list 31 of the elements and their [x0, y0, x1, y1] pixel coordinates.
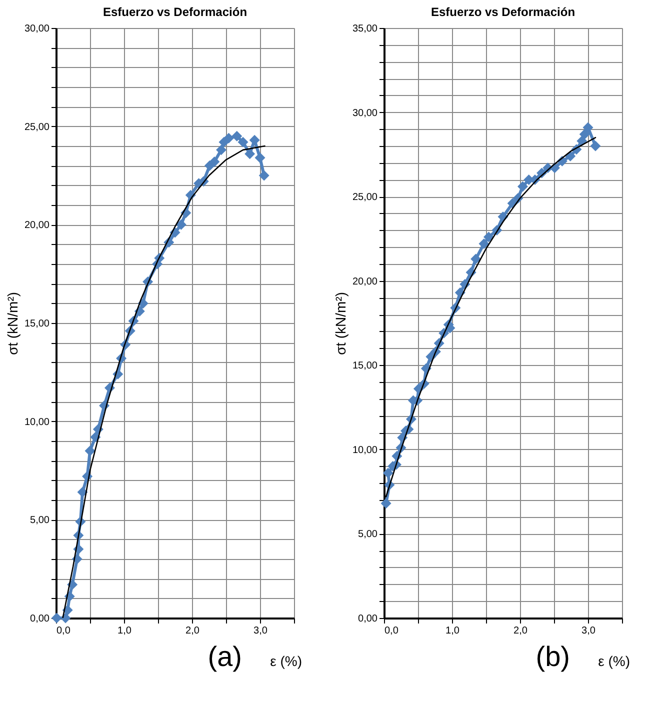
x-tick-label: 3,0 — [582, 626, 596, 636]
x-tick-label: 3,0 — [254, 626, 268, 636]
chart-title: Esfuerzo vs Deformación — [102, 5, 248, 19]
y-axis-title: σt (kN/m²) — [332, 292, 348, 356]
y-tick-label: 5,00 — [358, 529, 378, 540]
text: (a) — [208, 641, 242, 672]
y-tick-label: 0,00 — [358, 614, 378, 624]
y-tick-label: 25,00 — [352, 192, 378, 204]
y-tick-label: 20,00 — [24, 220, 50, 232]
x-axis-title: ε (%) — [598, 653, 630, 669]
y-tick-label: 30,00 — [352, 108, 378, 119]
text: (b) — [536, 641, 570, 672]
x-tick-label: 0,0 — [56, 626, 71, 636]
y-axis-title: σt (kN/m²) — [4, 292, 20, 356]
y-tick-label: 5,00 — [30, 515, 50, 526]
x-tick-label: 0,0 — [384, 626, 399, 636]
y-tick-label: 35,00 — [352, 24, 378, 34]
y-tick-label: 25,00 — [24, 122, 50, 133]
x-tick-label: 2,0 — [186, 626, 200, 636]
x-tick-label: 1,0 — [118, 626, 132, 636]
x-tick-label: 1,0 — [446, 626, 460, 636]
y-tick-label: 15,00 — [352, 360, 378, 372]
chart-title: Esfuerzo vs Deformación — [430, 5, 576, 19]
x-tick-label: 2,0 — [514, 626, 528, 636]
y-tick-label: 10,00 — [352, 444, 378, 456]
y-tick-label: 20,00 — [352, 276, 378, 288]
y-tick-label: 30,00 — [24, 24, 50, 34]
y-tick-label: 15,00 — [24, 318, 50, 330]
x-axis-title: ε (%) — [270, 653, 302, 669]
y-tick-label: 10,00 — [24, 416, 50, 428]
y-tick-label: 0,00 — [30, 614, 50, 624]
